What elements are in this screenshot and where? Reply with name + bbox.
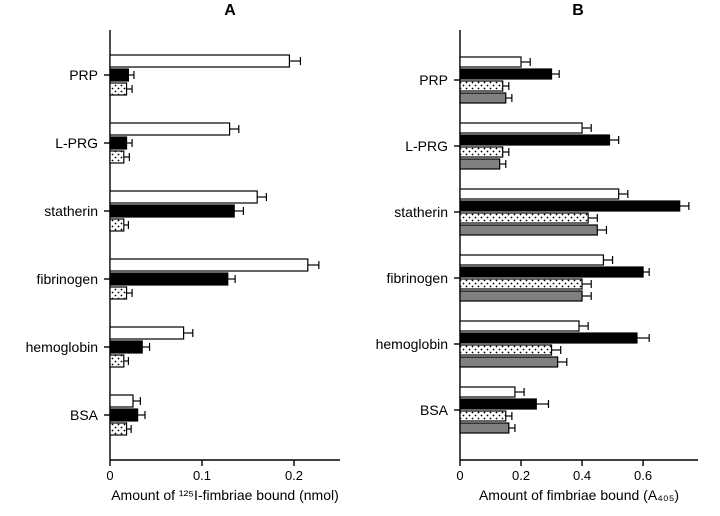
bar (460, 279, 582, 289)
bar (110, 137, 127, 149)
x-axis-label: Amount of ¹²⁵I-fimbriae bound (nmol) (111, 487, 339, 503)
x-tick-label: 0 (456, 468, 463, 483)
x-tick-label: 0.1 (193, 468, 211, 483)
category-label: L-PRG (55, 135, 98, 151)
bar (460, 387, 515, 397)
bar (110, 395, 133, 407)
bar (110, 69, 128, 81)
panel-b-svg: 0 0.2 0.4 0.6 Amount of fimbriae bound (A₄₀₅… (360, 0, 720, 510)
bar (110, 259, 308, 271)
figure: A B 00.10.2Amount of ¹²⁵I-fimbriae bound… (0, 0, 720, 516)
bar (460, 93, 506, 103)
bar (460, 201, 680, 211)
x-tick-label: 0.2 (512, 468, 530, 483)
bar (460, 423, 509, 433)
bar (460, 399, 536, 409)
category-label: L-PRG (405, 138, 448, 154)
bar (460, 147, 503, 157)
panel-a-svg: 0 0.1 0.2 Amount of ¹²⁵I-fimbriae bound (nm… (0, 0, 360, 510)
bar (110, 151, 124, 163)
bar (460, 57, 521, 67)
bar (460, 135, 610, 145)
bar (460, 123, 582, 133)
bar (460, 225, 597, 235)
bar (110, 123, 230, 135)
bar (110, 83, 127, 95)
category-label: statherin (394, 204, 448, 220)
bar (110, 355, 124, 367)
bar (460, 291, 582, 301)
bar (110, 287, 127, 299)
panel-b: 0 0.2 0.4 0.6 Amount of fimbriae bound (A₄₀₅… (360, 0, 720, 510)
category-label: hemoglobin (26, 339, 98, 355)
bar (460, 357, 558, 367)
bar (460, 69, 552, 79)
panel-a: 0 0.1 0.2 Amount of ¹²⁵I-fimbriae bound (nm… (0, 0, 360, 510)
category-label: statherin (44, 203, 98, 219)
x-tick-label: 0.4 (573, 468, 591, 483)
bar (460, 81, 503, 91)
bar (110, 423, 127, 435)
category-label: fibrinogen (37, 271, 99, 287)
bar (460, 255, 603, 265)
bar (460, 321, 579, 331)
category-label: BSA (420, 402, 449, 418)
x-tick-label: 0.6 (634, 468, 652, 483)
bar (110, 409, 138, 421)
category-label: BSA (70, 407, 99, 423)
bar (110, 219, 124, 231)
bar (460, 345, 552, 355)
bar (110, 205, 234, 217)
bar (110, 55, 289, 67)
x-axis-label: Amount of fimbriae bound (A₄₀₅) (479, 487, 679, 503)
bar (460, 411, 506, 421)
category-label: fibrinogen (387, 270, 449, 286)
x-tick-label: 0.2 (285, 468, 303, 483)
bar (460, 267, 643, 277)
bar (460, 333, 637, 343)
bar (110, 341, 142, 353)
category-label: PRP (419, 72, 448, 88)
bar (460, 213, 588, 223)
x-tick-label: 0 (106, 468, 113, 483)
bar (110, 273, 228, 285)
bar (110, 327, 184, 339)
bar (460, 189, 619, 199)
bar (110, 191, 257, 203)
bar (460, 159, 500, 169)
category-label: hemoglobin (376, 336, 448, 352)
category-label: PRP (69, 67, 98, 83)
